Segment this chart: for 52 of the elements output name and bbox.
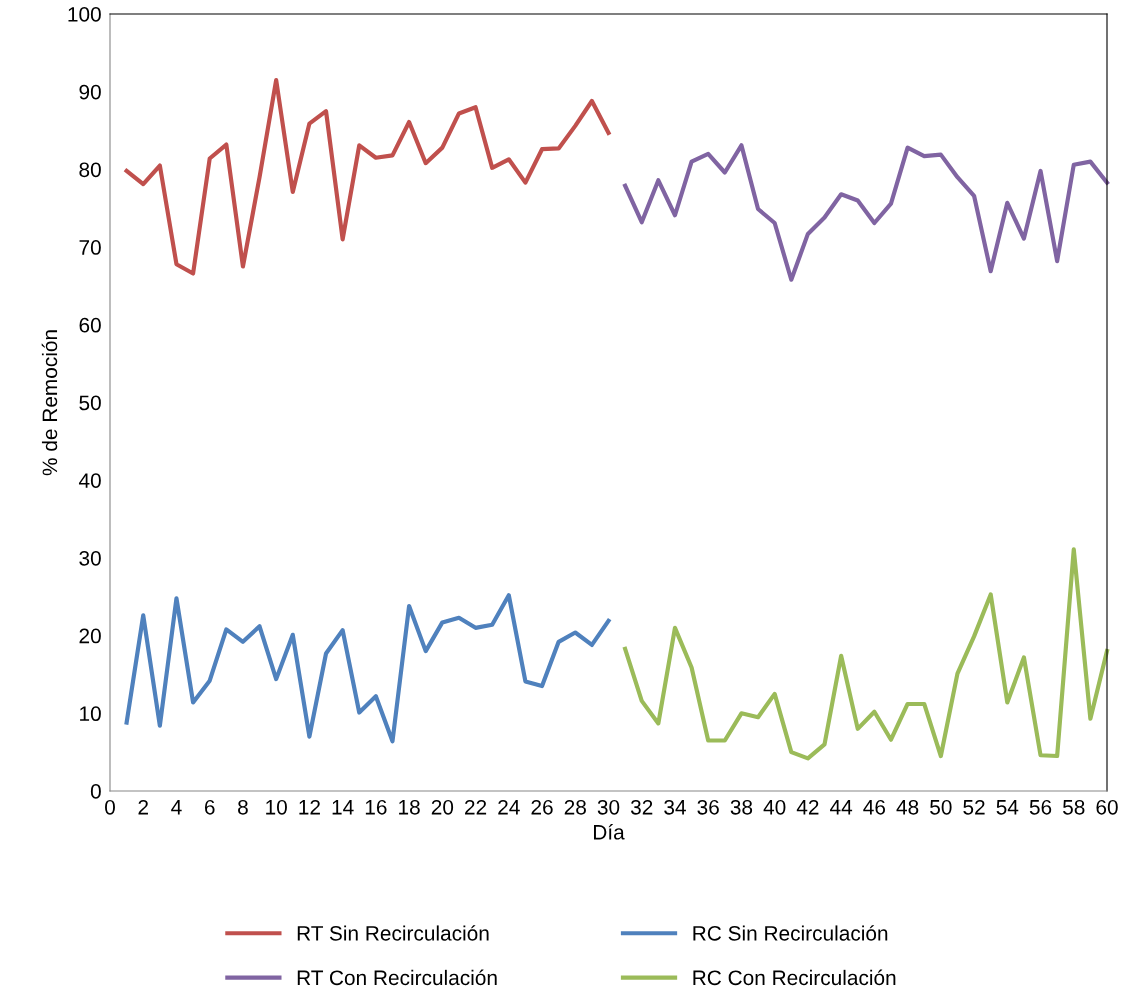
y-tick-label: 70 (79, 240, 101, 255)
x-tick-label: 20 (431, 799, 454, 815)
x-tick-label: 0 (105, 799, 115, 815)
x-tick-label: 14 (332, 800, 354, 815)
x-tick-label: 18 (399, 799, 420, 815)
line-series (623, 547, 1110, 761)
legend-label: RC Sin Recirculación (693, 925, 888, 941)
legend-label: RC Con Recirculación (693, 969, 896, 986)
x-tick-label: 32 (630, 799, 653, 815)
x-tick-label: 12 (299, 799, 320, 815)
line-series (623, 143, 1110, 282)
x-tick-label: 54 (996, 800, 1019, 815)
x-tick-label: 58 (1063, 799, 1085, 815)
y-tick-label: 30 (79, 550, 101, 566)
x-tick-label: 44 (830, 800, 853, 815)
x-tick-label: 34 (664, 799, 686, 815)
x-tick-label: 56 (1029, 799, 1052, 815)
y-tick-label: 60 (79, 317, 101, 333)
x-tick-label: 36 (697, 799, 719, 815)
y-tick-label: 40 (78, 473, 101, 488)
x-tick-label: 52 (963, 799, 985, 815)
x-tick-label: 30 (597, 799, 620, 815)
x-tick-label: 22 (465, 799, 487, 815)
x-tick-label: 8 (238, 799, 248, 815)
x-axis-title: Día (594, 824, 625, 840)
y-tick-label: 90 (79, 84, 101, 100)
x-tick-label: 60 (1096, 799, 1118, 815)
x-tick-label: 50 (930, 799, 952, 815)
y-tick-label: 100 (68, 7, 101, 22)
y-tick-label: 10 (80, 706, 101, 722)
x-tick-label: 24 (498, 799, 520, 815)
line-series (124, 593, 611, 744)
y-tick-label: 20 (79, 628, 101, 644)
x-tick-label: 42 (796, 799, 819, 815)
line-series (124, 77, 611, 276)
x-tick-label: 4 (171, 800, 182, 815)
x-tick-label: 48 (896, 799, 919, 815)
y-axis-title: % de Remoción (41, 330, 58, 476)
x-tick-label: 40 (763, 799, 786, 815)
y-tick-label: 50 (79, 395, 101, 411)
legend-label: RT Sin Recirculación (297, 925, 489, 941)
x-tick-label: 2 (138, 799, 148, 815)
x-tick-label: 10 (266, 799, 287, 815)
x-tick-label: 26 (531, 799, 553, 815)
y-tick-label: 80 (79, 162, 101, 178)
x-tick-label: 6 (204, 799, 215, 815)
x-tick-label: 16 (365, 799, 387, 815)
x-tick-label: 28 (564, 799, 586, 815)
legend-label: RT Con Recirculación (297, 969, 497, 986)
y-tick-label: 0 (90, 784, 101, 799)
x-tick-label: 46 (863, 799, 886, 815)
x-tick-label: 38 (730, 799, 753, 815)
